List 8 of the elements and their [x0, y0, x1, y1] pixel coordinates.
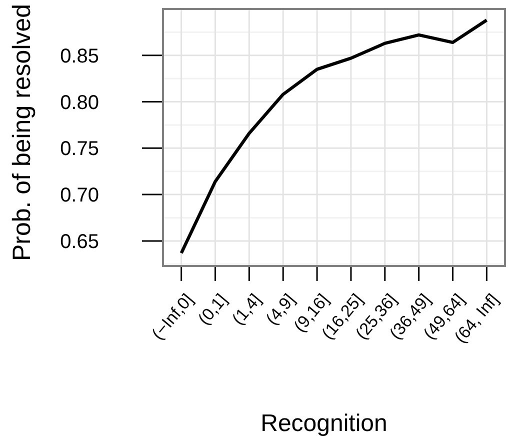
- x-axis-title: Recognition: [260, 410, 388, 437]
- y-tick-label: 0.80: [60, 92, 99, 114]
- line-series: [180, 18, 488, 255]
- y-tick-label: 0.75: [60, 138, 99, 160]
- y-tick-label: 0.70: [60, 184, 99, 207]
- y-tick-label: 0.85: [60, 45, 99, 68]
- y-axis-title: Prob. of being resolved: [8, 4, 36, 262]
- y-tick-label: 0.65: [60, 230, 99, 253]
